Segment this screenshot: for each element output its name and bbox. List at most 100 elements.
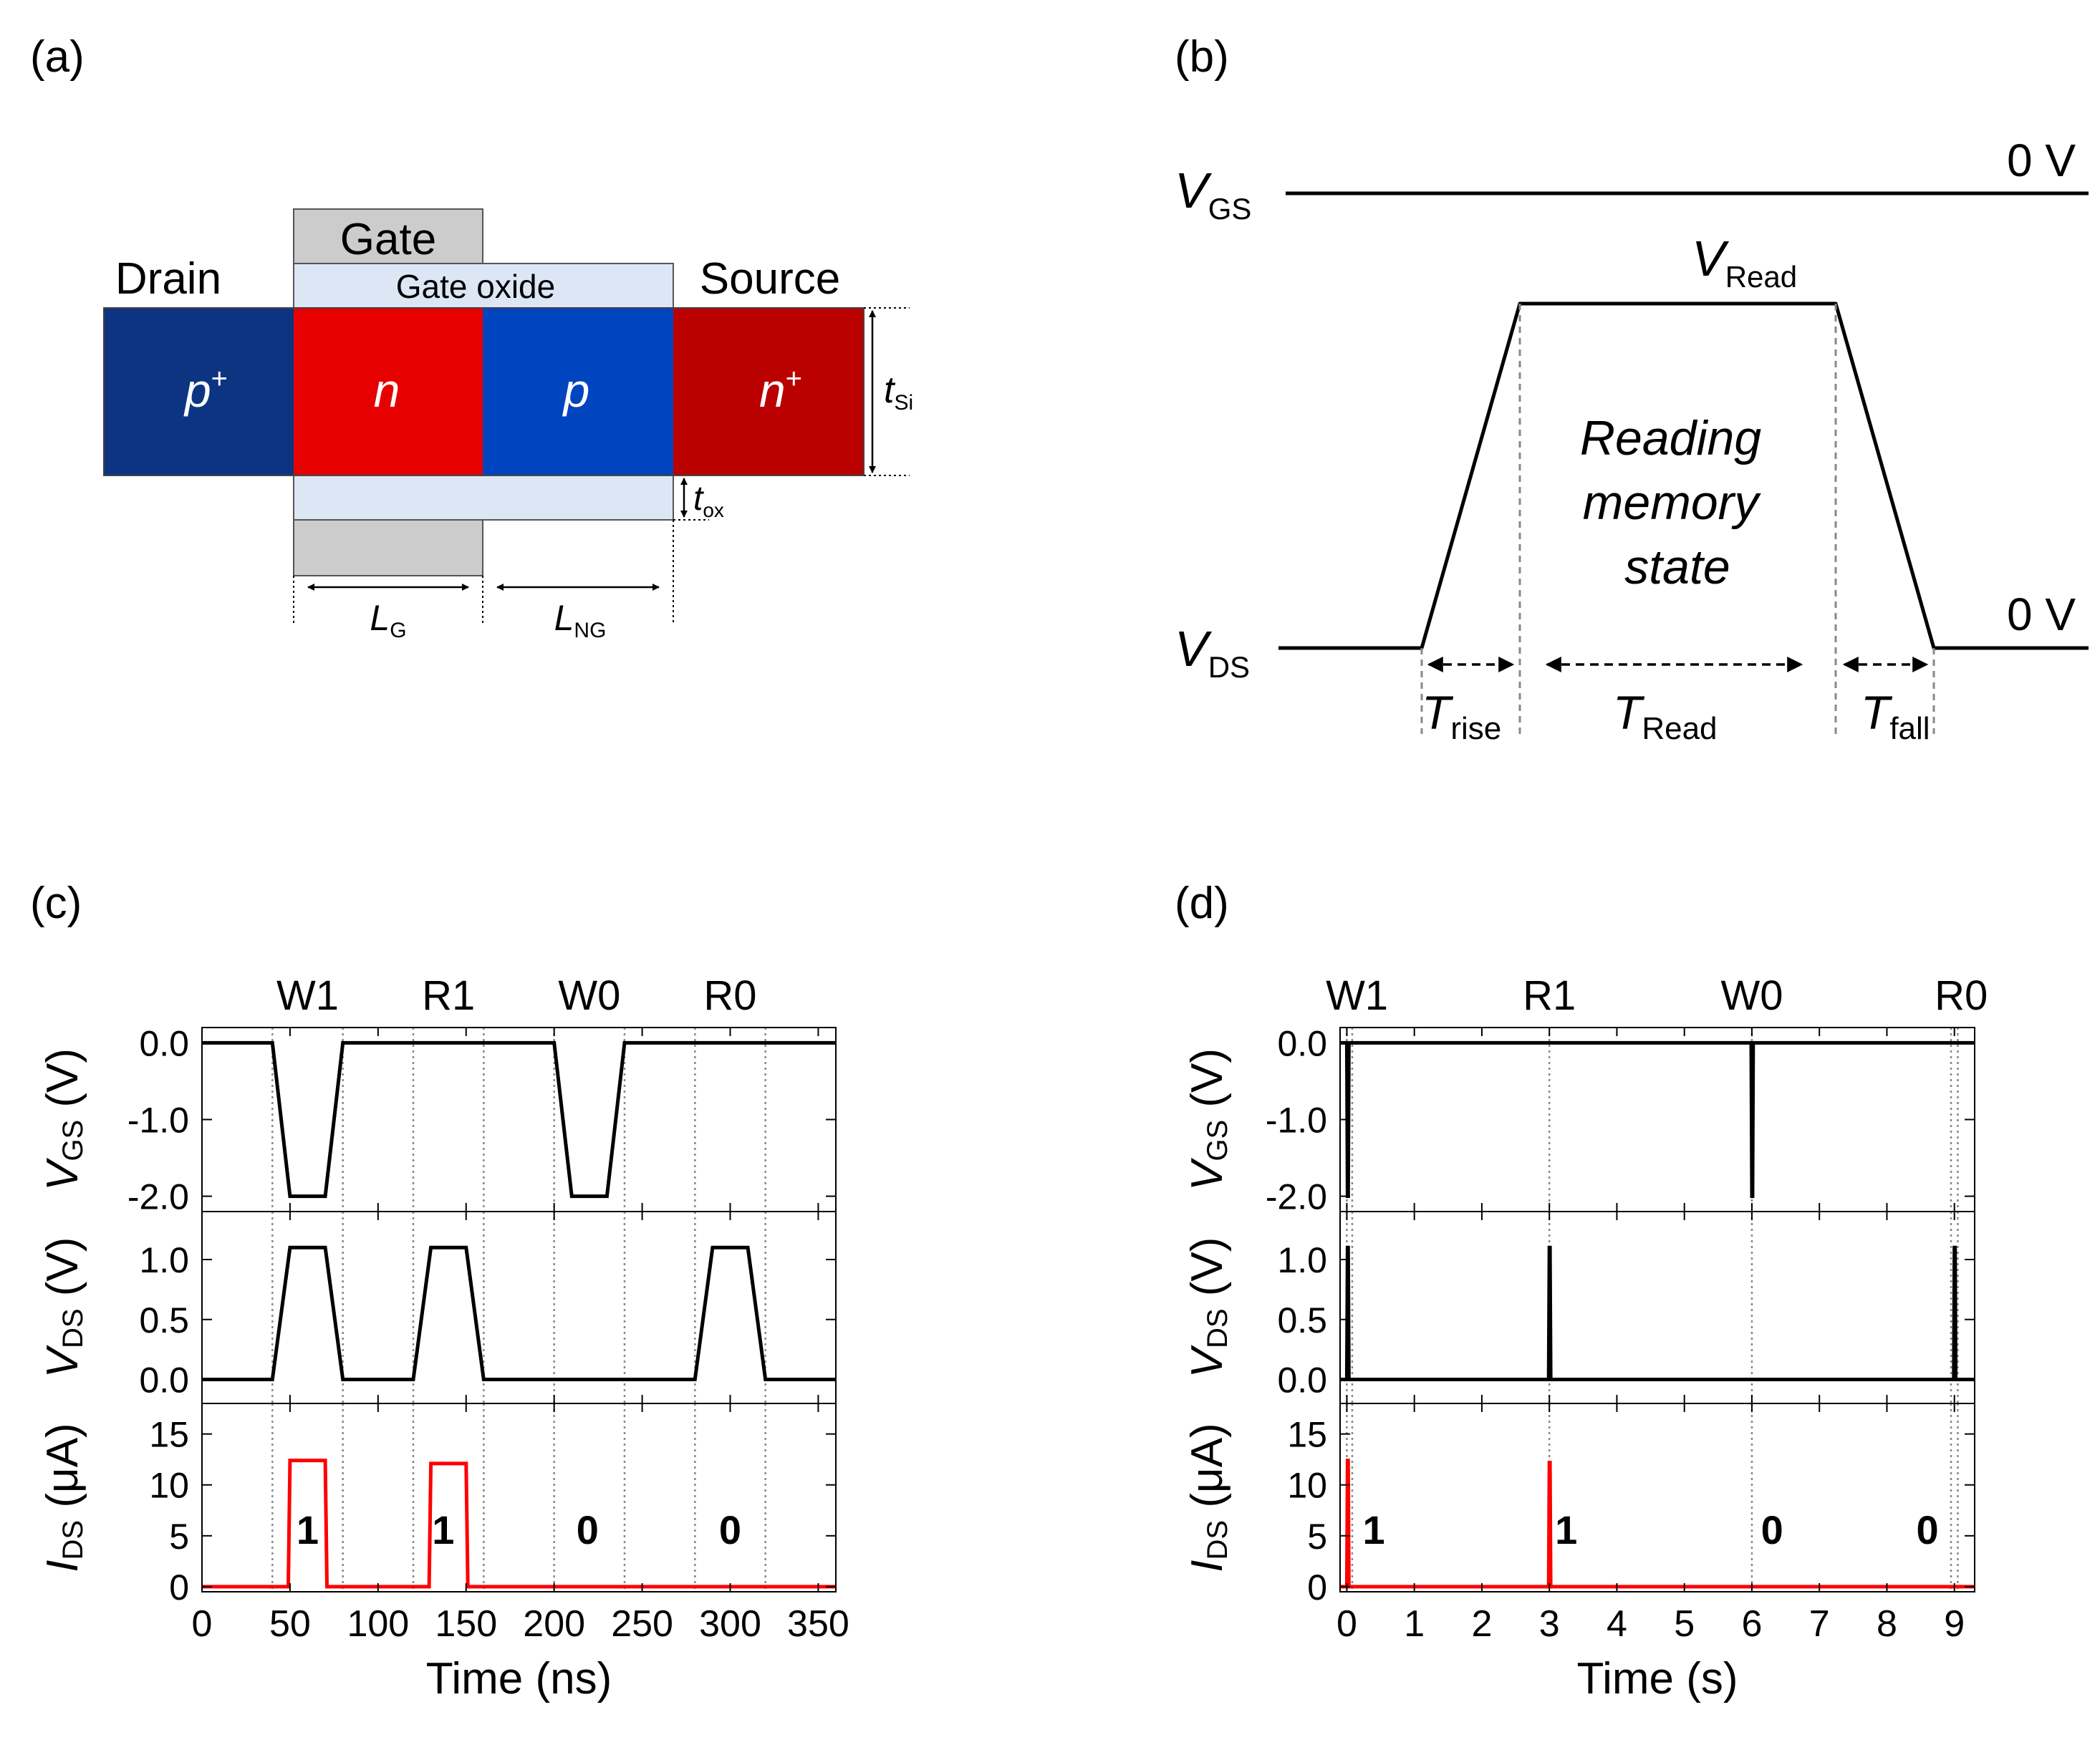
chart-d-xtick-label-0: 0 bbox=[1336, 1603, 1357, 1645]
chart-c-sub2-ytick-label-0: 0 bbox=[169, 1567, 189, 1608]
chart-d-sub1-ytick-label-1: 0.5 bbox=[1277, 1300, 1327, 1340]
chart-c-sub2-frame bbox=[201, 1403, 837, 1592]
chart-d-sub1-series-line bbox=[1340, 1245, 1975, 1381]
panel-a-label: (a) bbox=[30, 32, 85, 82]
chart-c-sub0-ytick-label-0: 0.0 bbox=[139, 1023, 189, 1063]
chart-c-phase-label-W0: W0 bbox=[558, 972, 620, 1019]
gate-label: Gate bbox=[340, 215, 436, 264]
panel-c-label: (c) bbox=[30, 879, 82, 928]
top-gate-oxide bbox=[293, 263, 674, 309]
panel-a-device-structure: (a) Gate Gate oxide Drain Source p+ n p … bbox=[30, 32, 913, 642]
vgs-zero-label: 0 V bbox=[2007, 135, 2076, 186]
chart-d-sub1-ytick-label-2: 1.0 bbox=[1277, 1240, 1327, 1280]
chart-c-sub0-ylabel: VGS (V) bbox=[38, 1048, 88, 1191]
chart-d-sub2-ylabel: IDS (μA) bbox=[1183, 1423, 1233, 1572]
bottom-gate-oxide bbox=[293, 475, 674, 521]
chart-c-xtick-label-2: 100 bbox=[347, 1603, 409, 1645]
chart-d-sub2-frame bbox=[1339, 1403, 1975, 1592]
chart-c-sub0-ytick-label-2: -2.0 bbox=[127, 1177, 189, 1217]
chart-d-xtick-label-1: 1 bbox=[1404, 1603, 1425, 1645]
chart-d-sub1-frame bbox=[1339, 1211, 1975, 1404]
bottom-gate bbox=[293, 519, 483, 576]
chart-d-sub0-ytick-label-0: 0.0 bbox=[1277, 1023, 1327, 1063]
region-p bbox=[483, 308, 673, 475]
chart-c-annotation-0: 1 bbox=[297, 1507, 319, 1552]
chart-d-xtick-label-6: 6 bbox=[1741, 1603, 1762, 1645]
chart-c-phase-label-W1: W1 bbox=[276, 972, 339, 1019]
vgs-label: VGS bbox=[1175, 163, 1251, 226]
chart-c-sub1-frame bbox=[201, 1211, 837, 1404]
chart-d-phase-label-W1: W1 bbox=[1326, 972, 1388, 1019]
tox-label: tox bbox=[693, 480, 724, 521]
chart-d-xtick-label-3: 3 bbox=[1539, 1603, 1560, 1645]
chart-c-sub1-series-line bbox=[202, 1245, 836, 1381]
vds-label: VDS bbox=[1175, 621, 1250, 684]
chart-c-sub1-ytick-label-0: 0.0 bbox=[139, 1360, 189, 1401]
chart-d-xtick-label-5: 5 bbox=[1674, 1603, 1695, 1645]
panel-d-s-measurement: (d) 0.0 -1.0 -2.0 VGS (V) 0.0 0.5 1.0 VDS (V) 0 5… bbox=[1175, 879, 1988, 1703]
gate-oxide-label: Gate oxide bbox=[396, 268, 555, 305]
lng-label: LNG bbox=[554, 598, 607, 642]
t-read-label: TRead bbox=[1613, 686, 1718, 746]
region-source-n-plus bbox=[673, 308, 864, 475]
chart-d-annotation-0: 1 bbox=[1363, 1507, 1385, 1552]
region-drain-p-plus bbox=[104, 308, 294, 475]
chart-c-annotation-2: 0 bbox=[577, 1507, 599, 1552]
chart-c-sub1-ytick-label-1: 0.5 bbox=[139, 1300, 189, 1340]
chart-d-sub0-ytick-label-2: -2.0 bbox=[1266, 1177, 1327, 1217]
chart-c-xlabel: Time (ns) bbox=[426, 1654, 612, 1703]
chart-d-sub1-ylabel: VDS (V) bbox=[1183, 1237, 1233, 1378]
chart-c-sub2-ytick-label-1: 5 bbox=[169, 1517, 189, 1557]
chart-c-sub1-ylabel: VDS (V) bbox=[38, 1237, 88, 1378]
chart-c-sub2-ytick-label-2: 10 bbox=[149, 1466, 189, 1506]
region-label-p: p bbox=[562, 364, 590, 417]
chart-d-xtick-label-9: 9 bbox=[1944, 1603, 1965, 1645]
chart-c-annotation-3: 0 bbox=[719, 1507, 741, 1552]
panel-b-read-waveform: (b) VGS 0 V VDS 0 V VRead Reading memory… bbox=[1175, 32, 2089, 746]
chart-d-phase-label-W0: W0 bbox=[1720, 972, 1783, 1019]
chart-c-annotation-1: 1 bbox=[432, 1507, 454, 1552]
chart-c-sub2-ytick-label-3: 15 bbox=[149, 1415, 189, 1455]
vread-label: VRead bbox=[1692, 231, 1797, 294]
top-gate bbox=[293, 208, 483, 267]
chart-c-xtick-label-3: 150 bbox=[435, 1603, 497, 1645]
chart-d-xtick-label-7: 7 bbox=[1809, 1603, 1830, 1645]
panel-b-label: (b) bbox=[1175, 32, 1229, 82]
tsi-label: tSi bbox=[884, 369, 913, 415]
region-label-p-plus: p+ bbox=[183, 363, 228, 417]
chart-c-sub0-frame bbox=[201, 1027, 837, 1212]
chart-d-phase-label-R0: R0 bbox=[1935, 972, 1988, 1019]
chart-d-xlabel: Time (s) bbox=[1577, 1654, 1738, 1703]
chart-d-sub2-ytick-label-1: 5 bbox=[1307, 1517, 1327, 1557]
chart-d-sub0-frame bbox=[1339, 1027, 1975, 1212]
source-label: Source bbox=[700, 254, 840, 304]
chart-d-sub1-ytick-label-0: 0.0 bbox=[1277, 1360, 1327, 1401]
chart-d-sub0-ytick-label-1: -1.0 bbox=[1266, 1101, 1327, 1141]
chart-d-sub2-ytick-label-2: 10 bbox=[1287, 1466, 1327, 1506]
region-label-n: n bbox=[374, 364, 400, 417]
chart-d-sub2-ytick-label-3: 15 bbox=[1287, 1415, 1327, 1455]
t-fall-label: Tfall bbox=[1861, 686, 1930, 746]
chart-d-xtick-label-8: 8 bbox=[1877, 1603, 1897, 1645]
chart-d-annotation-3: 0 bbox=[1916, 1507, 1938, 1552]
chart-d-sub2-series-line bbox=[1340, 1459, 1975, 1589]
chart-c-sub0-series-line bbox=[202, 1040, 836, 1199]
chart-c-phase-label-R1: R1 bbox=[422, 972, 475, 1019]
silicon-outline bbox=[103, 307, 864, 476]
chart-d-sub0-ylabel: VGS (V) bbox=[1183, 1048, 1233, 1191]
chart-c-phase-label-R0: R0 bbox=[703, 972, 756, 1019]
vds-zero-label: 0 V bbox=[2007, 589, 2076, 640]
lg-label: LG bbox=[370, 598, 406, 642]
chart-c-xtick-label-1: 50 bbox=[269, 1603, 311, 1645]
region-label-n-plus: n+ bbox=[759, 363, 802, 417]
drain-label: Drain bbox=[115, 254, 221, 304]
chart-d-sub0-series-line bbox=[1340, 1040, 1975, 1199]
chart-c-xtick-label-0: 0 bbox=[192, 1603, 213, 1645]
chart-d-xtick-label-2: 2 bbox=[1471, 1603, 1492, 1645]
chart-c-sub0-ytick-label-1: -1.0 bbox=[127, 1101, 189, 1141]
chart-c-xtick-label-4: 200 bbox=[523, 1603, 585, 1645]
chart-c-xtick-label-6: 300 bbox=[699, 1603, 761, 1645]
